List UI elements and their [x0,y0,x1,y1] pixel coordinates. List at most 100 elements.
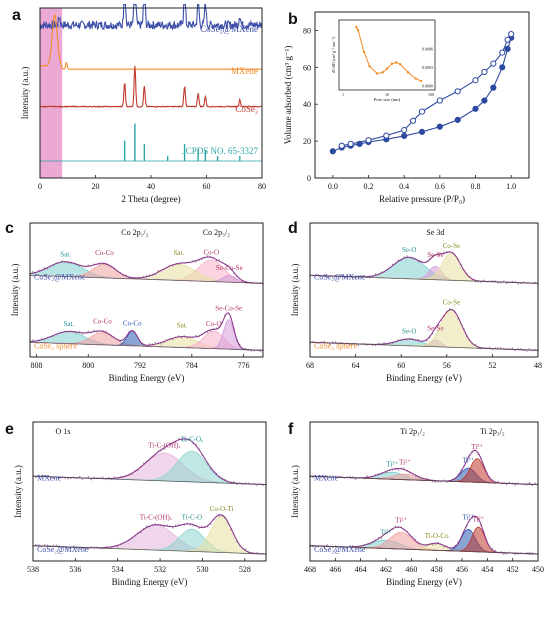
series-label: JCPDS NO. 65-3327 [182,146,258,156]
raw-data-dot [483,279,485,282]
inset-y-tick: 0.0006 [422,46,433,51]
raw-data-dot [195,334,197,337]
component-label: Ti³⁺ [380,529,392,537]
inset-point [414,77,417,80]
component-label: Ti²⁺ [399,458,411,466]
raw-data-dot [32,271,34,273]
x-tick-label: 454 [481,565,493,574]
isotherm-point [499,64,506,71]
x-tick-label: 52 [488,361,496,370]
x-tick-label: 530 [196,565,208,574]
raw-data-dot [32,339,34,341]
raw-data-dot [67,547,69,550]
raw-data-dot [87,476,90,478]
isotherm-point [401,132,408,140]
inset-point [356,29,360,32]
plot-frame-f [309,421,539,562]
inset-point [390,62,394,65]
raw-data-dot [145,274,148,277]
series-line [39,4,263,31]
raw-data-dot [437,254,440,256]
y-tick-label: 60 [303,63,311,72]
raw-data-dot [505,483,508,486]
spectrum-header: O 1s [56,427,71,436]
raw-data-dot [517,283,519,285]
y-axis-title: Intensity (a.u.) [20,67,30,120]
y-tick-label: 0 [307,174,311,183]
raw-data-dot [180,337,183,339]
raw-data-dot [93,476,95,478]
plot-frame-b [314,11,530,179]
series-label: CoSe₂@MXene [200,24,258,34]
isotherm-line [332,37,512,152]
raw-data-dot [383,342,385,344]
plot-frame-e [32,421,267,562]
isotherm-point [338,142,345,149]
raw-data-dot [206,255,209,257]
panel-letter: b [288,11,298,28]
raw-data-dot [417,338,420,341]
trace-1: CoSe₂ sphere Sat. Co-Co Co-Co Sat. Co-O Se-Co-… [29,304,264,352]
raw-data-dot [326,276,328,278]
inset-point [399,63,402,66]
x-tick-label: 784 [186,361,198,370]
x-tick-label: 80 [258,182,266,191]
isotherm-point [436,123,443,130]
raw-data-dot [357,277,360,279]
raw-data-dot [58,477,61,479]
raw-data-dot [346,277,348,279]
raw-data-dot [163,448,165,451]
inset-y-tick: 0.0003 [422,65,433,70]
raw-data-dot [528,482,531,484]
isotherm-desorption [338,31,515,149]
isotherm-point [454,88,461,95]
trace-1: CoSe₂@MXene Ti-C-(OH)ₓ Ti-C-O Co-O-Ti [32,505,267,555]
raw-data-dot [90,478,93,481]
isotherm-point [504,45,511,52]
raw-data-dot [349,344,351,346]
inset-x-tick: 10 [385,92,389,97]
raw-data-dot [35,544,37,546]
raw-data-dot [474,516,477,519]
component-label: Sat. [60,250,71,258]
component-label: Ti³⁺ [386,461,398,469]
isotherm-point [418,128,426,135]
spectrum-header: Ti 2p₃/₂ [480,427,505,436]
inset-point [385,67,389,70]
raw-data-dot [386,471,388,474]
raw-data-dot [505,282,508,285]
fit-envelope [29,312,263,351]
raw-data-dot [38,544,40,546]
raw-data-dot [528,551,531,554]
x-tick-label: 532 [154,565,166,574]
raw-data-dot [312,476,314,479]
component-label: Sat. [63,320,74,328]
raw-data-dot [218,515,221,517]
component-label: Se-O [402,328,416,336]
raw-data-dot [394,525,397,527]
panel-letter: f [288,421,294,438]
x-axis-title: 2 Theta (degree) [121,194,180,204]
inset-point [420,79,423,83]
raw-data-dot [93,329,95,332]
raw-data-dot [525,350,528,352]
raw-data-dot [172,526,174,529]
raw-data-dot [186,337,189,339]
isotherm-point [490,60,497,67]
trace-0: CoSe₂@MXene Sat. Co-Co Co-O Sat. Se-Co-Se [29,249,264,285]
raw-data-dot [354,478,357,480]
trace-name: CoSe₂@MXene [314,272,366,281]
component-label: Ti²⁺ [471,443,483,451]
x-tick-label: 0.0 [328,182,338,191]
component-label: Se-Se [427,251,443,259]
raw-data-dot [81,333,84,335]
raw-data-dot [177,437,180,440]
background-line [29,274,264,284]
raw-data-dot [87,548,90,550]
series-line [39,65,263,108]
raw-data-dot [520,347,522,350]
x-tick-label: 0.2 [364,182,374,191]
trace-name: CoSe₂@MXene [37,545,89,554]
